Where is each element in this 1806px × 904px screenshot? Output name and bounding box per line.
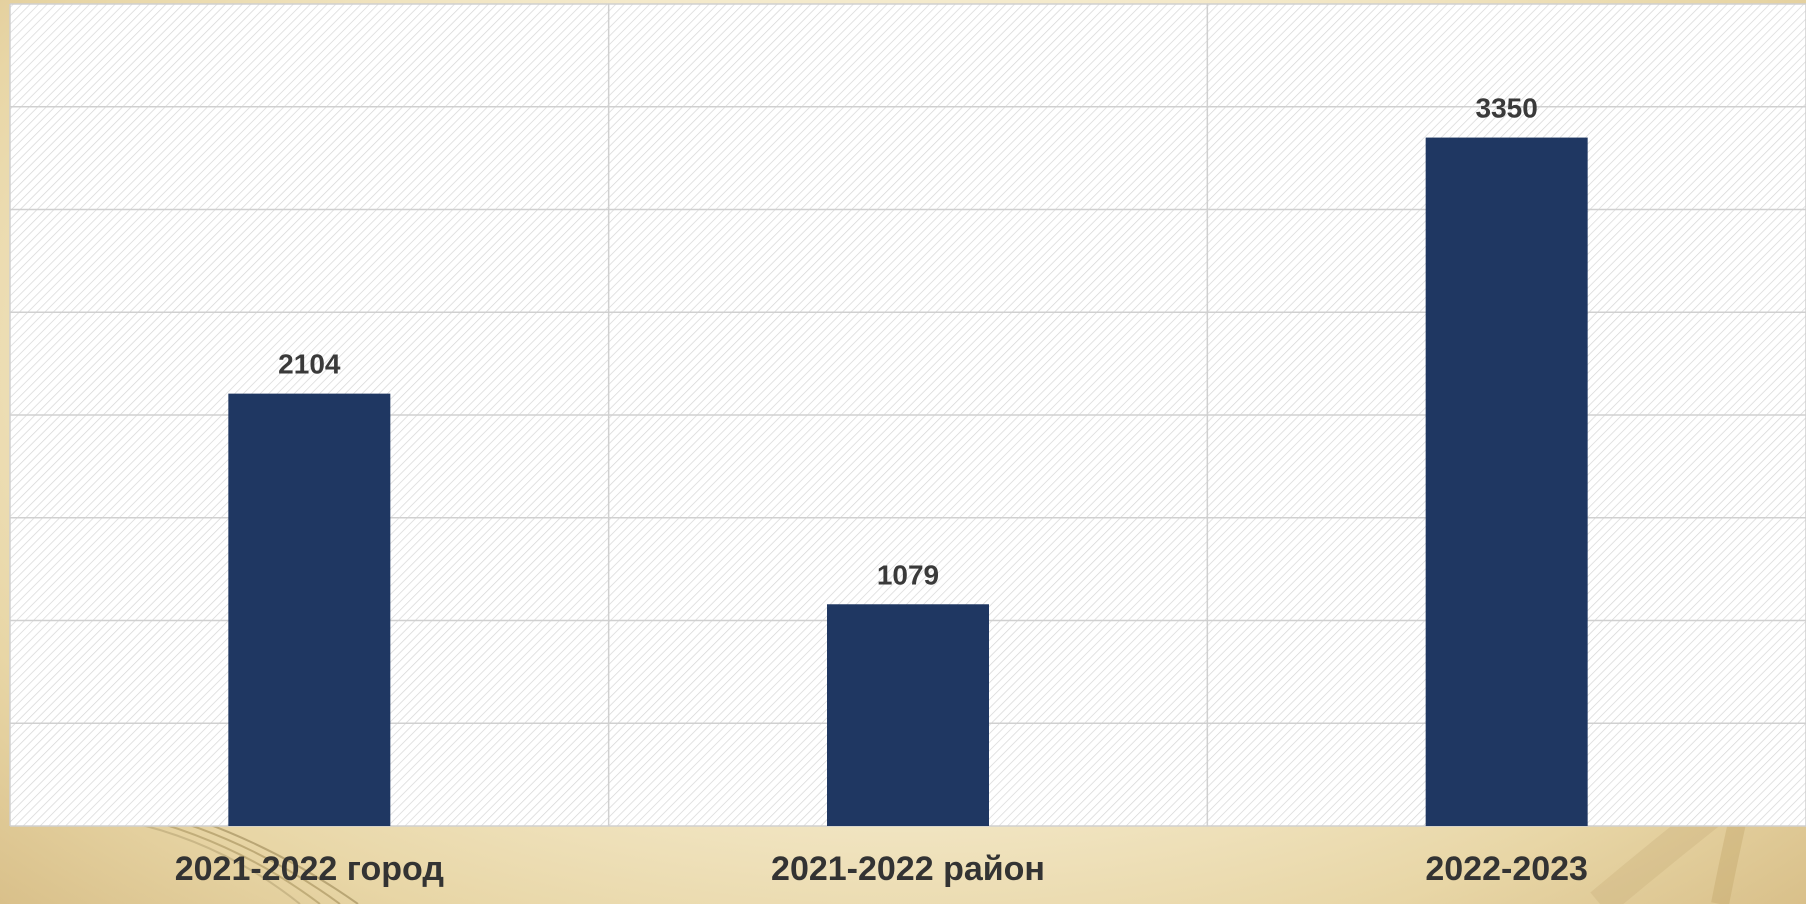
bar-1: [228, 393, 391, 826]
bar-2: [827, 604, 989, 826]
value-labels: 2104 1079 3350: [278, 93, 1538, 591]
bars: [228, 137, 1588, 826]
category-label-2: 2021-2022 район: [771, 850, 1045, 888]
category-label-1: 2021-2022 город: [175, 850, 444, 888]
bar-3: [1425, 137, 1588, 826]
data-label-1: 2104: [278, 349, 341, 380]
data-label-3: 3350: [1476, 93, 1538, 124]
category-label-3: 2022-2023: [1425, 850, 1588, 888]
category-labels: 2021-2022 город 2021-2022 район 2022-2023: [175, 850, 1588, 888]
data-label-2: 1079: [877, 559, 939, 590]
